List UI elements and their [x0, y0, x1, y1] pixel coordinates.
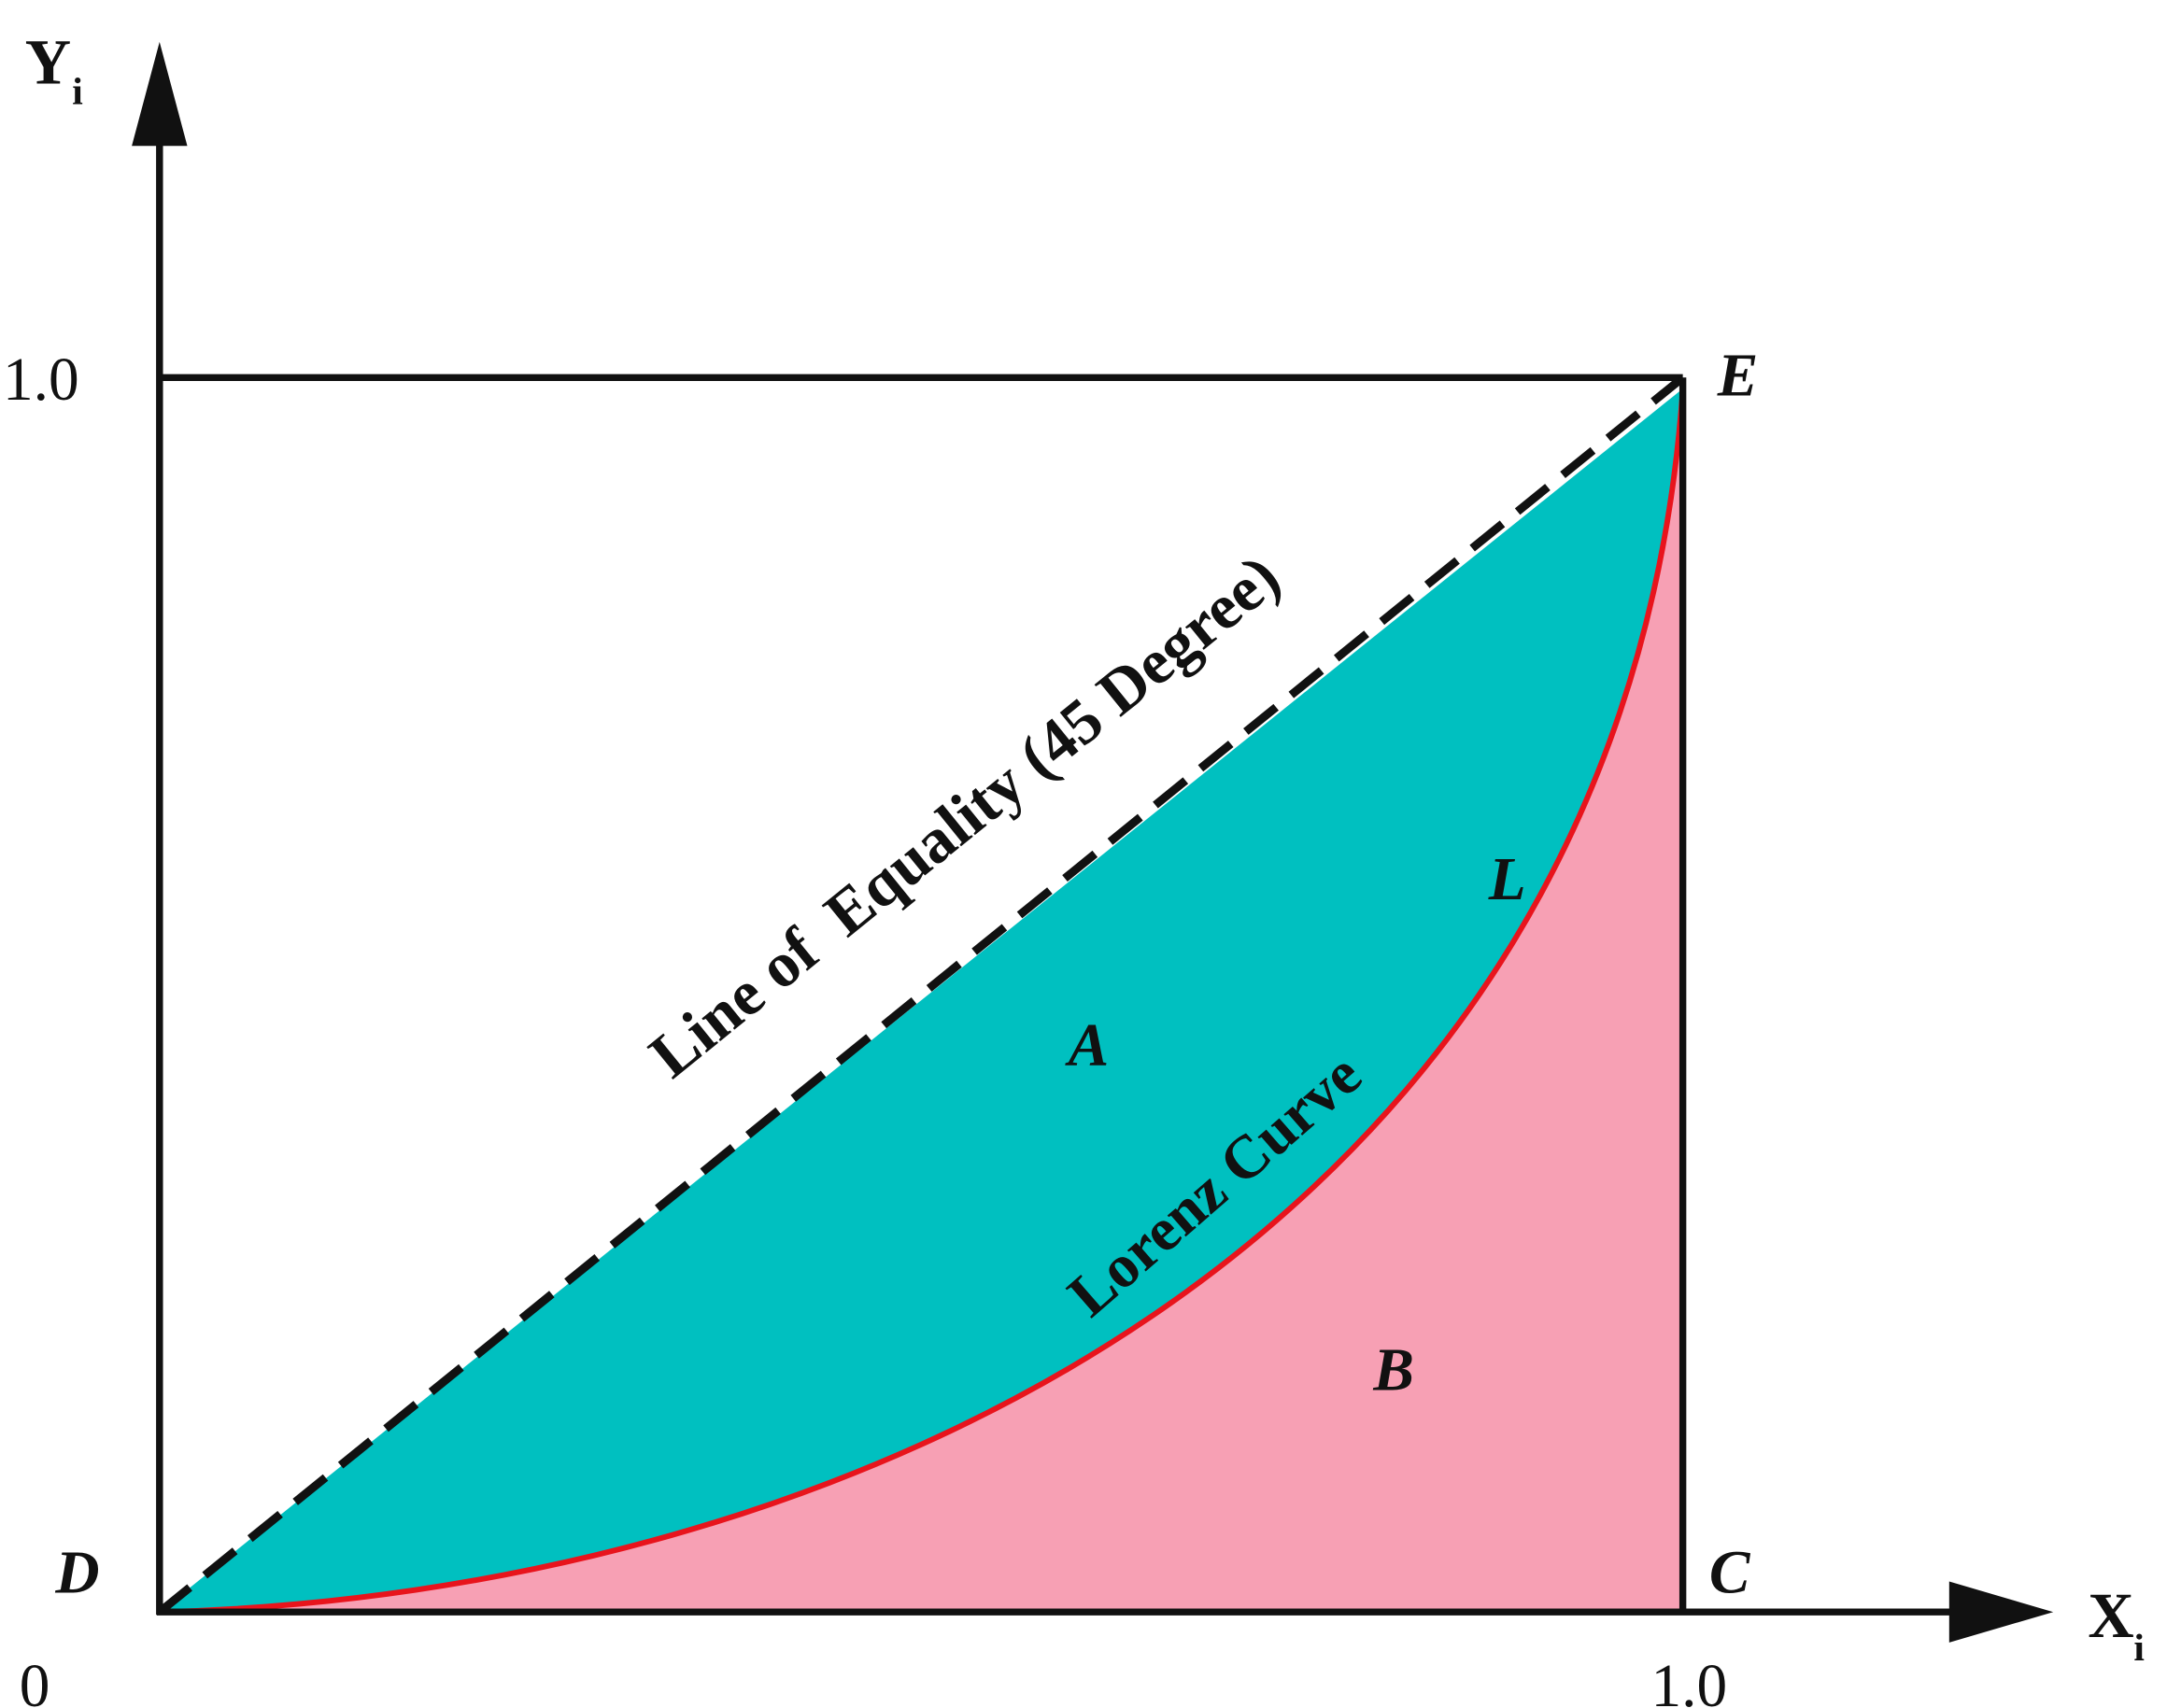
region-a-label: A — [1065, 1012, 1110, 1080]
y-tick-label: 1.0 — [3, 346, 79, 414]
y-subscript: i — [72, 70, 83, 113]
x-tick-label: 1.0 — [1650, 1653, 1727, 1708]
y-arrow — [132, 41, 188, 147]
x-label: X — [2088, 1580, 2133, 1651]
x-subscript: i — [2133, 1626, 2145, 1669]
x-arrow — [1948, 1581, 2054, 1643]
equality-line — [157, 374, 1686, 1616]
lorenz-curve — [159, 388, 1686, 1616]
point-e: E — [1717, 343, 1759, 410]
region-b-label: B — [1372, 1337, 1414, 1405]
curve-l-label: L — [1488, 846, 1526, 913]
point-c: C — [1709, 1539, 1751, 1606]
origin-label: 0 — [20, 1653, 50, 1708]
y-label: Y — [25, 26, 71, 97]
region-b — [159, 388, 1683, 1613]
point-d: D — [54, 1539, 99, 1606]
